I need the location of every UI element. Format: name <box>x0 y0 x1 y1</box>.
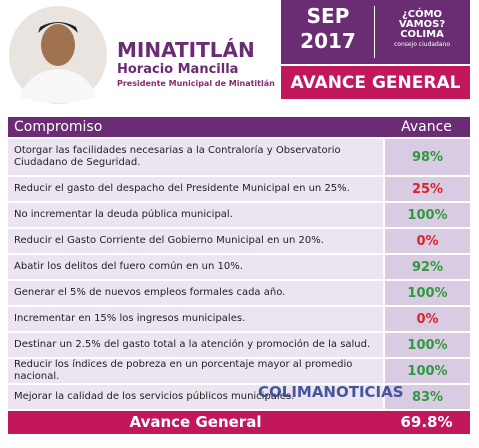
commitment: Reducir los índices de pobreza en un por… <box>8 359 383 383</box>
logo: ¿CÓMO VAMOS? COLIMA consejo ciudadano <box>380 10 464 49</box>
progress: 100% <box>383 333 470 357</box>
date: SEP 2017 <box>283 4 373 54</box>
progress: 100% <box>383 203 470 227</box>
table-row: Destinar un 2.5% del gasto total a la at… <box>8 333 470 359</box>
progress: 0% <box>383 229 470 253</box>
role: Presidente Municipal de Minatitlán <box>117 79 275 88</box>
progress: 98% <box>383 139 470 175</box>
table-row: Otorgar las facilidades necesarias a la … <box>8 139 470 177</box>
logo-tagline: consejo ciudadano <box>393 41 451 48</box>
commitment: Generar el 5% de nuevos empleos formales… <box>8 281 383 305</box>
table-row: No incrementar la deuda pública municipa… <box>8 203 470 229</box>
table-row: Generar el 5% de nuevos empleos formales… <box>8 281 470 307</box>
commitment: Mejorar la calidad de los servicios públ… <box>8 385 383 409</box>
commitment: No incrementar la deuda pública municipa… <box>8 203 383 227</box>
year: 2017 <box>300 29 356 53</box>
progress: 100% <box>383 281 470 305</box>
divider <box>374 6 375 58</box>
watermark: COLIMANOTICIAS <box>258 383 404 401</box>
progress: 92% <box>383 255 470 279</box>
commitment: Incrementar en 15% los ingresos municipa… <box>8 307 383 331</box>
logo-line: VAMOS? <box>398 19 446 30</box>
title: MINATITLÁN <box>117 38 255 62</box>
table-row: Incrementar en 15% los ingresos municipa… <box>8 307 470 333</box>
table-row: Reducir los índices de pobreza en un por… <box>8 359 470 385</box>
progress: 0% <box>383 307 470 331</box>
table-row: Reducir el gasto del despacho del Presid… <box>8 177 470 203</box>
name: Horacio Mancilla <box>117 62 239 77</box>
commitment: Otorgar las facilidades necesarias a la … <box>8 139 383 175</box>
table-footer: Avance General 69.8% <box>8 411 470 434</box>
progress: 83% <box>383 385 470 409</box>
photo <box>9 6 107 104</box>
column-header: Compromiso <box>14 119 103 135</box>
commitment: Reducir el gasto del despacho del Presid… <box>8 177 383 201</box>
progress: 100% <box>383 359 470 383</box>
commitment: Abatir los delitos del fuero común en un… <box>8 255 383 279</box>
date-box <box>281 0 470 64</box>
commitment: Destinar un 2.5% del gasto total a la at… <box>8 333 383 357</box>
progress: 25% <box>383 177 470 201</box>
month: SEP <box>306 4 350 28</box>
commitment: Reducir el Gasto Corriente del Gobierno … <box>8 229 383 253</box>
table-row: Mejorar la calidad de los servicios públ… <box>8 385 470 411</box>
footer-value: 69.8% <box>400 413 453 431</box>
logo-line: COLIMA <box>400 29 444 40</box>
table-header: Compromiso Avance <box>8 117 470 139</box>
footer-label: Avance General <box>129 413 262 431</box>
column-header: Avance <box>401 119 452 135</box>
table-row: Abatir los delitos del fuero común en un… <box>8 255 470 281</box>
banner: AVANCE GENERAL <box>281 66 470 99</box>
table-row: Reducir el Gasto Corriente del Gobierno … <box>8 229 470 255</box>
logo-line: ¿CÓMO <box>401 9 443 20</box>
